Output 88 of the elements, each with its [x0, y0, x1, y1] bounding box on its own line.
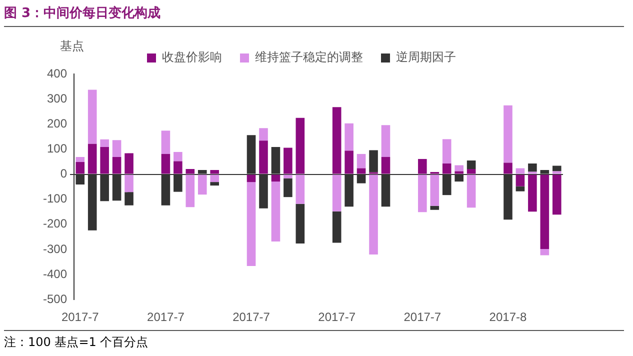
- bar: [271, 174, 280, 182]
- bar: [259, 140, 268, 174]
- bar: [161, 130, 170, 154]
- bar: [112, 156, 122, 174]
- y-tick-label: 200: [46, 116, 68, 130]
- bar: [186, 169, 195, 174]
- bar: [466, 174, 476, 208]
- bar: [430, 206, 440, 210]
- bar: [552, 171, 562, 174]
- bar: [210, 170, 219, 174]
- bar: [186, 174, 195, 208]
- y-tick-label: -300: [42, 242, 68, 256]
- bar: [418, 174, 427, 212]
- bar: [100, 146, 109, 174]
- bar: [124, 153, 134, 174]
- bar: [161, 154, 170, 174]
- bar: [76, 162, 85, 174]
- bar: [552, 166, 562, 172]
- bar: [100, 139, 109, 147]
- bar: [504, 105, 512, 163]
- bar: [552, 174, 562, 215]
- bar: [442, 139, 452, 164]
- bar: [76, 156, 85, 162]
- y-tick-label: 300: [46, 91, 68, 106]
- bar: [381, 125, 390, 157]
- bar: [284, 174, 292, 178]
- bar: [332, 211, 342, 243]
- legend-label: 维持篮子稳定的调整: [255, 50, 363, 64]
- y-tick-label: -100: [42, 192, 68, 206]
- x-tick-label: 2017-7: [232, 310, 270, 324]
- bar: [296, 118, 305, 174]
- y-tick-label: -200: [42, 216, 68, 231]
- bar: [210, 174, 219, 182]
- y-tick-label: 100: [46, 142, 68, 156]
- x-tick-label: 2017-7: [318, 310, 356, 324]
- bar: [540, 248, 550, 256]
- y-axis-title: 基点: [60, 38, 84, 55]
- bar: [344, 150, 354, 174]
- bar: [296, 174, 305, 204]
- bar: [198, 174, 207, 195]
- bar: [271, 182, 280, 242]
- bar: [516, 186, 525, 192]
- y-tick-label: 400: [46, 66, 68, 80]
- bar: [516, 174, 525, 186]
- y-tick-label: 0: [60, 166, 68, 181]
- bar: [356, 168, 366, 174]
- bar: [210, 182, 219, 186]
- bar: [124, 192, 134, 206]
- bar: [124, 174, 134, 192]
- bar: [246, 174, 256, 182]
- bar: [246, 182, 256, 266]
- bar: [88, 90, 97, 144]
- bar: [174, 161, 182, 174]
- bar: [540, 174, 550, 249]
- bar: [454, 171, 464, 174]
- x-tick-label: 2017-8: [489, 310, 527, 324]
- bar: [356, 154, 366, 168]
- bar: [369, 174, 378, 254]
- bar: [504, 162, 512, 174]
- text: 注：100 基点=1 个百分点: [4, 330, 624, 351]
- bar: [381, 156, 390, 174]
- bar: [528, 174, 537, 212]
- bar: [516, 168, 525, 174]
- x-tick-label: 2017-7: [61, 310, 100, 324]
- bar: [284, 148, 292, 174]
- bar: [344, 123, 354, 151]
- bar: [332, 174, 342, 212]
- bar: [466, 169, 476, 174]
- bar: [296, 204, 305, 244]
- bar: [418, 158, 427, 174]
- bar: [88, 144, 97, 174]
- x-tick-label: 2017-7: [404, 310, 442, 324]
- bar: [174, 152, 182, 162]
- y-tick-label: -500: [42, 292, 68, 306]
- bar: [332, 107, 342, 174]
- bar: [454, 165, 464, 172]
- bar: [442, 163, 452, 174]
- legend-label: 逆周期因子: [396, 50, 456, 64]
- y-tick-label: -400: [42, 266, 68, 281]
- bar: [259, 128, 268, 141]
- bar: [284, 178, 292, 198]
- x-tick-label: 2017-7: [147, 310, 185, 324]
- bar: [430, 174, 440, 206]
- bar: [466, 160, 476, 170]
- bar: [112, 140, 122, 157]
- bar: [528, 163, 537, 172]
- legend-label: 收盘价影响: [162, 50, 222, 64]
- chart-title: 图 3：中间价每日变化构成: [4, 4, 624, 27]
